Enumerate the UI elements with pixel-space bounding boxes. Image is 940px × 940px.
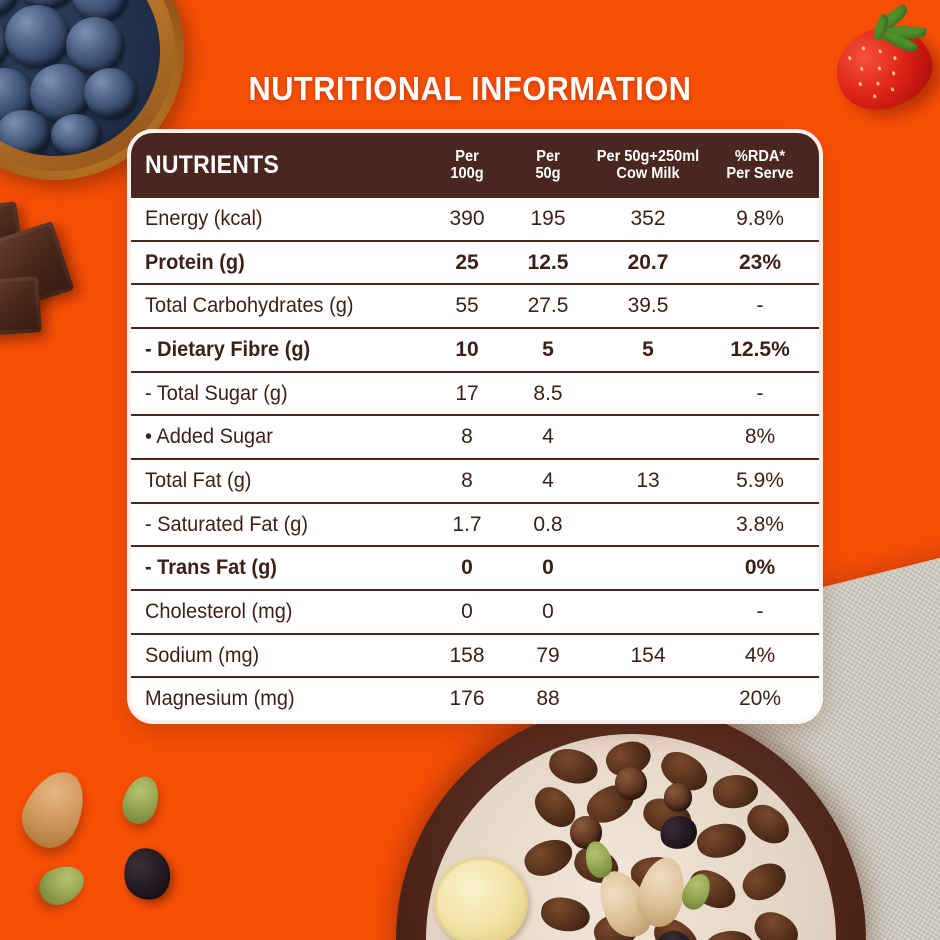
cell-per-50g-cow-milk: 5 xyxy=(642,337,654,361)
page-title: NUTRITIONAL INFORMATION xyxy=(248,70,692,107)
cell-per-50g-cow-milk: 13 xyxy=(636,468,660,492)
cell-per-100g: 176 xyxy=(449,687,485,711)
table-row: - Saturated Fat (g) 1.7 0.8 3.8% xyxy=(131,504,819,548)
cell-rda-per-serve: - xyxy=(756,381,764,405)
table-row: - Dietary Fibre (g) 10 5 5 12.5% xyxy=(131,329,819,373)
nutrient-name: - Saturated Fat (g) xyxy=(145,512,308,536)
table-row: Cholesterol (mg) 0 0 - xyxy=(131,591,819,635)
cell-per-50g: 8.5 xyxy=(533,381,563,405)
table-header-row: NUTRIENTS Per 100g Per 50g Per 50g+250ml… xyxy=(131,133,819,198)
cell-rda-per-serve: 23% xyxy=(738,250,782,274)
table-row: Sodium (mg) 158 79 154 4% xyxy=(131,635,819,679)
raisin-icon xyxy=(119,843,175,905)
column-header-per-50g-cow-milk: Per 50g+250ml Cow Milk xyxy=(593,149,704,181)
pumpkin-seed-icon xyxy=(117,771,165,829)
cell-per-50g-cow-milk: 154 xyxy=(630,643,666,667)
cell-rda-per-serve: 4% xyxy=(744,643,776,667)
strawberry-leaf xyxy=(885,23,927,42)
table-row: - Trans Fat (g) 0 0 0% xyxy=(131,547,819,592)
cell-per-50g-cow-milk: 39.5 xyxy=(627,294,669,318)
bowl-rim xyxy=(396,704,866,940)
nutrition-table: NUTRIENTS Per 100g Per 50g Per 50g+250ml… xyxy=(131,133,819,720)
table-row: - Total Sugar (g) 17 8.5 - xyxy=(131,373,819,417)
cell-per-50g-cow-milk: 20.7 xyxy=(627,250,669,274)
cell-rda-per-serve: - xyxy=(756,599,764,623)
almond-icon xyxy=(12,761,96,857)
column-header-line2: 50g xyxy=(535,164,561,182)
column-header-rda-per-serve: %RDA* Per Serve xyxy=(710,149,810,181)
cell-per-100g: 390 xyxy=(449,206,485,230)
nutrient-name: Sodium (mg) xyxy=(145,643,260,667)
nuts-and-seeds-image xyxy=(12,761,198,920)
cell-per-100g: 17 xyxy=(455,381,479,405)
nutrient-name: - Dietary Fibre (g) xyxy=(145,337,311,361)
table-row: Energy (kcal) 390 195 352 9.8% xyxy=(131,198,819,242)
cell-rda-per-serve: 0% xyxy=(744,556,776,580)
table-row: Total Fat (g) 8 4 13 5.9% xyxy=(131,460,819,504)
cell-per-50g: 88 xyxy=(536,687,560,711)
cell-per-50g: 27.5 xyxy=(527,294,569,318)
cell-rda-per-serve: 5.9% xyxy=(736,468,784,492)
column-header-line1: %RDA* xyxy=(734,148,786,166)
cell-per-100g: 8 xyxy=(461,468,473,492)
column-header-line2: Per Serve xyxy=(726,164,794,182)
column-header-per-50g: Per 50g xyxy=(509,149,586,181)
cell-per-50g: 4 xyxy=(542,425,554,449)
column-header-line1: Per xyxy=(455,148,479,166)
column-header-nutrients: NUTRIENTS xyxy=(145,151,280,179)
column-header-line1: Per 50g+250ml xyxy=(596,148,700,166)
column-header-line2: 100g xyxy=(450,164,484,182)
cell-per-100g: 55 xyxy=(455,294,479,318)
cell-per-50g: 12.5 xyxy=(527,250,569,274)
column-header-line1: Per xyxy=(536,148,560,166)
nutrient-name: - Total Sugar (g) xyxy=(145,381,288,405)
strawberry-leaf xyxy=(881,27,919,57)
nutrient-name: Magnesium (mg) xyxy=(145,687,295,711)
cell-per-50g: 195 xyxy=(530,206,566,230)
table-row: Magnesium (mg) 176 88 20% xyxy=(131,678,819,720)
cell-per-50g-cow-milk: 352 xyxy=(630,206,666,230)
column-header-line2: Cow Milk xyxy=(616,164,680,182)
cell-per-100g: 158 xyxy=(449,643,485,667)
cell-per-50g: 0 xyxy=(542,556,554,580)
cell-rda-per-serve: 9.8% xyxy=(736,206,784,230)
cell-per-100g: 0 xyxy=(461,556,473,580)
bowl-contents xyxy=(426,734,836,940)
cell-per-100g: 1.7 xyxy=(452,512,482,536)
cereal-bowl-image xyxy=(396,704,866,940)
pumpkin-seed-icon xyxy=(33,858,91,912)
cell-per-50g: 0.8 xyxy=(533,512,563,536)
strawberry-leaf xyxy=(870,13,892,42)
nutrient-name: Protein (g) xyxy=(145,250,245,274)
cell-rda-per-serve: - xyxy=(756,294,764,318)
cell-per-50g: 4 xyxy=(542,468,554,492)
cell-rda-per-serve: 3.8% xyxy=(736,512,784,536)
cell-per-50g: 79 xyxy=(536,643,560,667)
cell-per-100g: 8 xyxy=(461,425,473,449)
nutrient-name: Total Fat (g) xyxy=(145,468,252,492)
column-header-per-100g: Per 100g xyxy=(429,149,504,181)
cell-per-100g: 0 xyxy=(461,599,473,623)
table-body: Energy (kcal) 390 195 352 9.8% Protein (g) 25 1… xyxy=(131,198,819,720)
nutrient-name: Total Carbohydrates (g) xyxy=(145,294,354,318)
cell-per-50g: 5 xyxy=(542,337,554,361)
nutrient-name: Cholesterol (mg) xyxy=(145,599,293,623)
strawberry-leaf xyxy=(875,3,911,34)
nutrient-name: • Added Sugar xyxy=(145,425,273,449)
table-row: Protein (g) 25 12.5 20.7 23% xyxy=(131,242,819,286)
cell-per-100g: 10 xyxy=(455,337,479,361)
nutrient-name: Energy (kcal) xyxy=(145,206,263,230)
cell-per-50g: 0 xyxy=(542,599,554,623)
cell-per-100g: 25 xyxy=(455,250,479,274)
table-row: • Added Sugar 8 4 8% xyxy=(131,416,819,461)
cell-rda-per-serve: 8% xyxy=(744,425,776,449)
table-row: Total Carbohydrates (g) 55 27.5 39.5 - xyxy=(131,285,819,330)
chocolate-squares-image xyxy=(0,182,108,341)
nutrient-name: - Trans Fat (g) xyxy=(145,556,277,580)
cell-rda-per-serve: 12.5% xyxy=(730,337,790,361)
cell-rda-per-serve: 20% xyxy=(738,687,782,711)
